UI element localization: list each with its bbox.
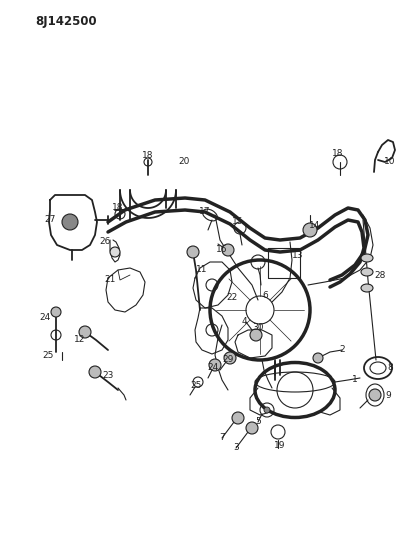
Circle shape <box>250 329 262 341</box>
Text: 1: 1 <box>352 376 358 384</box>
Text: 29: 29 <box>222 356 234 365</box>
Circle shape <box>187 246 199 258</box>
Text: 15: 15 <box>232 217 244 227</box>
Text: 12: 12 <box>74 335 86 344</box>
Circle shape <box>303 223 317 237</box>
Text: 17: 17 <box>199 207 211 216</box>
Circle shape <box>62 214 78 230</box>
Text: 21: 21 <box>104 276 116 285</box>
Text: 4: 4 <box>241 318 247 327</box>
Text: 25: 25 <box>190 381 202 390</box>
Text: 22: 22 <box>226 293 237 302</box>
Text: 24: 24 <box>40 313 51 322</box>
Text: 18: 18 <box>332 149 344 157</box>
Text: 26: 26 <box>99 238 111 246</box>
Ellipse shape <box>361 254 373 262</box>
Ellipse shape <box>361 284 373 292</box>
Text: 28: 28 <box>374 271 386 279</box>
Circle shape <box>232 412 244 424</box>
Text: 8J142500: 8J142500 <box>35 15 97 28</box>
Circle shape <box>209 359 221 371</box>
Text: 24: 24 <box>207 364 219 373</box>
Circle shape <box>246 422 258 434</box>
Text: 7: 7 <box>219 433 225 442</box>
Text: 8: 8 <box>387 364 393 373</box>
Circle shape <box>313 353 323 363</box>
Ellipse shape <box>361 268 373 276</box>
Circle shape <box>264 407 270 413</box>
Circle shape <box>89 366 101 378</box>
Text: 18: 18 <box>142 150 154 159</box>
Text: 11: 11 <box>196 265 208 274</box>
Text: 27: 27 <box>44 215 55 224</box>
Text: 18: 18 <box>112 204 124 213</box>
Text: 16: 16 <box>216 246 228 254</box>
Text: 10: 10 <box>384 157 396 166</box>
Text: 19: 19 <box>274 440 286 449</box>
Text: 5: 5 <box>255 417 261 426</box>
Circle shape <box>222 244 234 256</box>
Text: 2: 2 <box>339 345 345 354</box>
Circle shape <box>79 326 91 338</box>
Text: 9: 9 <box>385 392 391 400</box>
Circle shape <box>369 389 381 401</box>
Circle shape <box>110 247 120 257</box>
Text: 30: 30 <box>252 324 264 333</box>
Circle shape <box>224 352 236 364</box>
Text: 20: 20 <box>178 157 190 166</box>
Text: 23: 23 <box>102 370 114 379</box>
Text: 3: 3 <box>233 443 239 453</box>
Text: 14: 14 <box>309 221 321 230</box>
Text: 25: 25 <box>42 351 54 359</box>
Text: 6: 6 <box>262 290 268 300</box>
Text: 13: 13 <box>292 251 304 260</box>
Circle shape <box>51 307 61 317</box>
